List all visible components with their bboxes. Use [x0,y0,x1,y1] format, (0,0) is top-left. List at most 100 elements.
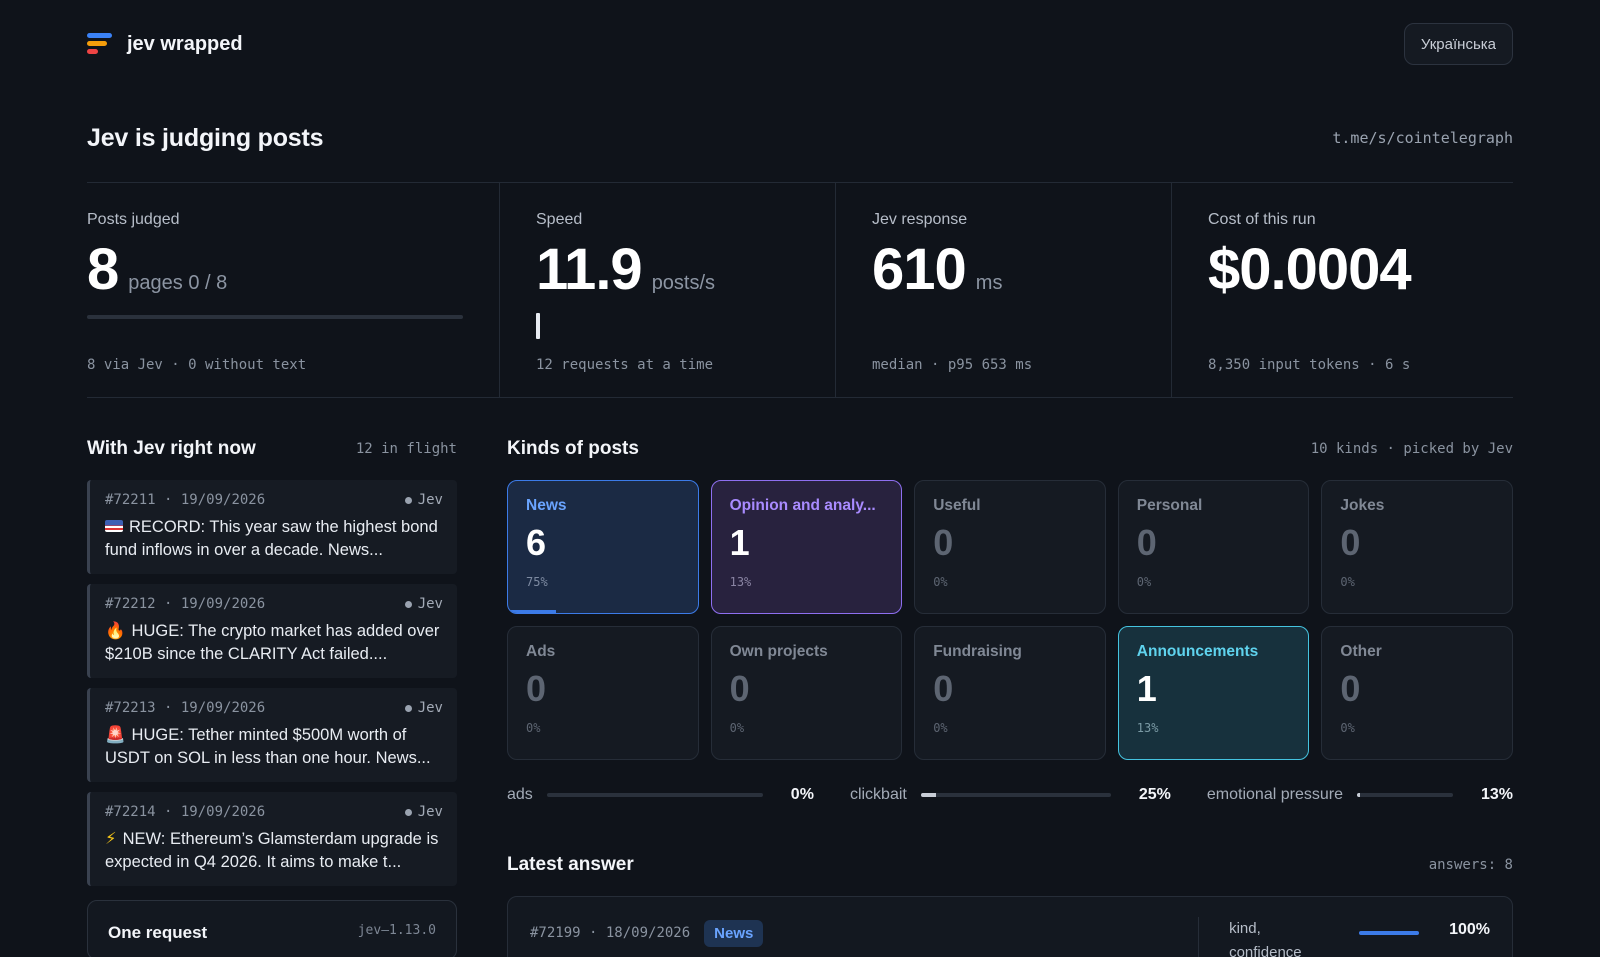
stat-unit: pages 0 / 8 [128,272,228,294]
answer-post-id: #72199 [530,925,581,941]
kinds-grid: News 6 75% Opinion and analy... 1 13% Us… [507,480,1513,760]
queue-item[interactable]: #72214 · 19/09/2026 Jev ⚡ NEW: Ethereum’s… [87,792,457,886]
language-button[interactable]: Українська [1403,23,1513,65]
latest-answer-card[interactable]: #72199 · 18/09/2026 News kind, confidenc… [507,896,1513,957]
kind-count: 0 [526,668,547,709]
kind-card-other[interactable]: Other 0 0% [1321,626,1513,760]
kinds-panel: Kinds of posts 10 kinds · picked by Jev … [507,436,1513,957]
kind-name: Opinion and analy... [729,497,876,514]
top-bar: jev wrapped Українська [87,0,1513,88]
status-dot-icon [404,808,412,816]
stat-label: Cost of this run [1208,211,1316,228]
stat-value: $0.0004 [1208,237,1412,302]
meter-clickbait: clickbait 25% [850,786,1171,804]
speed-sparkline [536,313,540,339]
stats-panel: Posts judged 8 pages 0 / 8 8 via Jev · 0… [87,182,1513,398]
lower-section: With Jev right now 12 in flight #72211 ·… [87,436,1513,957]
kind-count: 0 [933,668,954,709]
kind-count: 0 [1340,522,1361,563]
kind-name: Other [1340,643,1382,660]
kind-card-announcements[interactable]: Announcements 1 13% [1117,626,1310,760]
kind-name: Own projects [729,643,828,660]
stat-value: 610 [872,237,967,302]
kind-percent: 75% [526,575,548,589]
stat-unit: ms [975,272,1003,294]
meter-track [920,793,1111,797]
post-id: #72211 [105,492,156,508]
kinds-title: Kinds of posts [507,438,639,459]
kinds-meta: 10 kinds · picked by Jev [1310,441,1513,457]
kind-card-personal[interactable]: Personal 0 0% [1117,480,1310,614]
confidence-bar [1359,931,1420,935]
stat-footer: 12 requests at a time [536,357,714,373]
app-logo-icon [87,32,113,56]
kind-card-own-projects[interactable]: Own projects 0 0% [710,626,903,760]
kind-count: 1 [729,522,750,563]
post-text: HUGE: Tether minted $500M worth of USDT … [105,726,431,767]
brand[interactable]: jev wrapped [87,32,243,56]
kind-count: 0 [1136,522,1157,563]
meter-label: clickbait [849,786,907,803]
stat-speed: Speed 11.9 posts/s 12 requests at a time [499,183,835,397]
kind-percent: 0% [933,721,948,735]
post-text: HUGE: The crypto market has added over $… [105,622,440,663]
post-judge: Jev [417,804,443,820]
kind-percent: 0% [933,575,948,589]
stat-label: Jev response [872,211,968,228]
kind-card-useful[interactable]: Useful 0 0% [914,480,1106,614]
pages-progress-bar [87,315,463,319]
queue-item[interactable]: #72212 · 19/09/2026 Jev 🔥 HUGE: The crypt… [87,584,457,678]
kind-percent: 0% [1340,575,1355,589]
post-date: 19/09/2026 [180,596,266,612]
kind-name: Fundraising [933,643,1022,660]
kind-percent: 0% [729,721,745,735]
channel-link[interactable]: t.me/s/cointelegraph [1332,129,1513,147]
us-flag-icon [105,520,123,532]
kind-percent: 0% [1340,721,1355,735]
kind-name: Useful [933,497,981,514]
kind-share-bar [508,610,556,613]
queue-item[interactable]: #72213 · 19/09/2026 Jev 🚨 HUGE: Tether mi… [87,688,457,782]
stat-posts-judged: Posts judged 8 pages 0 / 8 8 via Jev · 0… [87,183,499,397]
kind-card-jokes[interactable]: Jokes 0 0% [1321,480,1513,614]
meter-track [546,793,763,797]
kind-name: Personal [1136,497,1203,514]
page-title: Jev is judging posts [87,123,324,152]
confidence-label: kind, confidence [1229,920,1302,957]
latest-meta: answers: 8 [1428,857,1513,873]
stat-footer: median · p95 653 ms [872,357,1033,373]
post-date: 19/09/2026 [180,700,266,716]
post-date: 19/09/2026 [180,492,266,508]
post-id: #72214 [105,804,156,820]
kind-card-news[interactable]: News 6 75% [507,480,699,614]
signal-meters: ads 0% clickbait 25% emotional pressure … [507,782,1513,808]
request-card-title: One request [108,923,208,942]
kind-percent: 0% [1136,575,1152,589]
queue-meta: 12 in flight [355,441,457,457]
stat-label: Speed [536,211,583,228]
confidence-value: 100% [1449,921,1490,938]
kind-percent: 13% [729,575,752,589]
lightning-icon: ⚡ [105,830,117,848]
kind-name: Ads [526,643,556,660]
kind-percent: 0% [526,721,541,735]
kind-card-opinion[interactable]: Opinion and analy... 1 13% [710,480,903,614]
meter-value: 25% [1138,786,1171,803]
kind-card-ads[interactable]: Ads 0 0% [507,626,699,760]
stat-label: Posts judged [87,211,180,228]
meter-value: 0% [790,786,814,803]
meter-label: emotional pressure [1206,786,1343,803]
post-date: 19/09/2026 [180,804,266,820]
kind-count: 0 [1340,668,1361,709]
request-card[interactable]: One request jev–1.13.0 [87,900,457,957]
post-judge: Jev [417,492,443,508]
stat-footer: 8 via Jev · 0 without text [87,357,307,373]
post-id: #72213 [105,700,156,716]
kind-name: News [526,497,567,514]
kind-card-fundraising[interactable]: Fundraising 0 0% [914,626,1106,760]
stat-unit: posts/s [651,272,716,294]
latest-title: Latest answer [507,854,634,875]
meter-track [1356,793,1453,797]
meter-ads: ads 0% [507,786,814,804]
queue-item[interactable]: #72211 · 19/09/2026 Jev RECORD: This yea… [87,480,457,574]
